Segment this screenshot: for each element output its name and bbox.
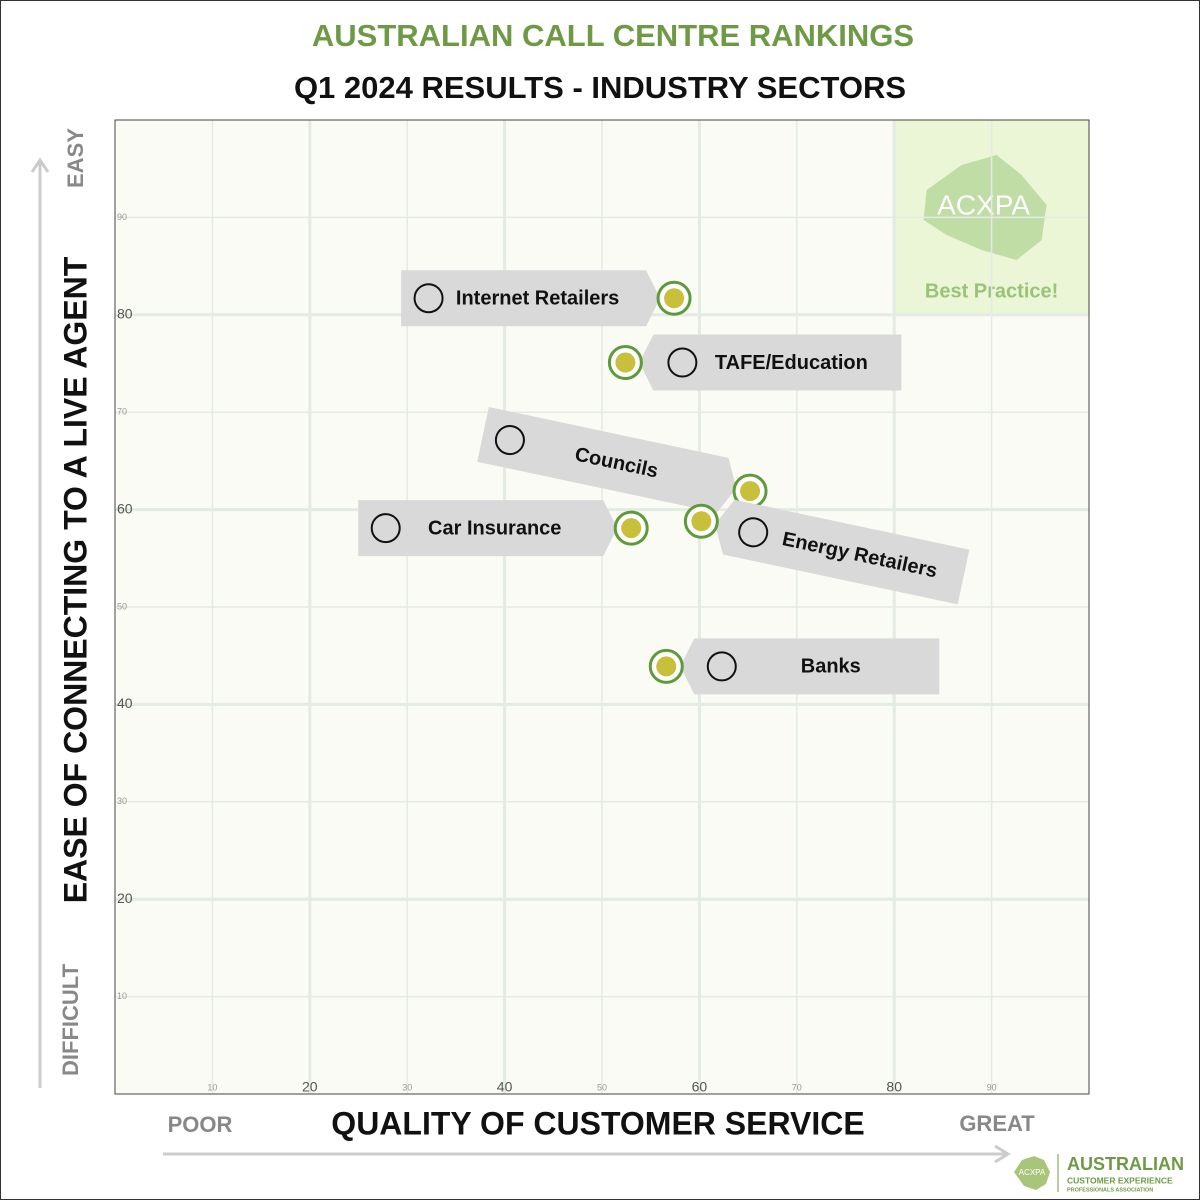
- point: [740, 481, 761, 502]
- logo-line: AUSTRALIAN: [1067, 1154, 1184, 1174]
- callout-box: [680, 638, 940, 695]
- callout: Councils: [477, 406, 737, 513]
- callout-icon: [706, 651, 737, 682]
- callout-icon: [738, 517, 769, 548]
- point-label: Internet Retailers: [456, 288, 619, 310]
- y-tick-label: 10: [117, 991, 127, 1001]
- callout-box: [715, 499, 970, 605]
- point-label: Car Insurance: [428, 517, 561, 539]
- logo: ACXPA AUSTRALIAN CUSTOMER EXPERIENCE PRO…: [1014, 1154, 1184, 1193]
- x-axis-label: QUALITY OF CUSTOMER SERVICE: [331, 1105, 864, 1141]
- callout-box: [401, 270, 661, 327]
- y-tick-label: 40: [117, 695, 133, 711]
- plot-border: [114, 119, 1090, 1095]
- x-tick-label: 80: [886, 1079, 902, 1095]
- callout-icon: [413, 283, 444, 314]
- y-low-label: DIFFICULT: [58, 963, 83, 1076]
- x-arrow-head: [994, 1144, 1011, 1164]
- logo-mark: ACXPA: [1019, 1168, 1046, 1177]
- callout: Car Insurance: [358, 500, 618, 557]
- y-tick-label: 30: [117, 796, 127, 806]
- y-tick-label: 50: [117, 601, 127, 611]
- callout: Banks: [680, 638, 940, 695]
- y-tick-label: 20: [117, 890, 133, 906]
- point-label: Banks: [801, 656, 861, 678]
- callout-icon: [494, 425, 525, 456]
- x-tick-label: 50: [597, 1082, 607, 1092]
- callout: Internet Retailers: [401, 270, 661, 327]
- callout-icon: [370, 513, 401, 544]
- callout-box: [477, 406, 737, 513]
- x-low-label: POOR: [168, 1112, 233, 1137]
- y-tick-label: 90: [117, 212, 127, 222]
- chart-title: AUSTRALIAN CALL CENTRE RANKINGS: [312, 18, 914, 53]
- watermark-mark: ACXPA: [937, 189, 1030, 220]
- y-axis-label: EASE OF CONNECTING TO A LIVE AGENT: [57, 256, 93, 903]
- logo-shape: [1014, 1156, 1050, 1190]
- x-high-label: GREAT: [959, 1111, 1035, 1136]
- y-high-label: EASY: [63, 128, 88, 188]
- logo-line: CUSTOMER EXPERIENCE: [1067, 1175, 1173, 1185]
- australia-watermark: [923, 155, 1047, 260]
- point: [615, 352, 636, 373]
- point: [664, 288, 685, 309]
- x-tick-label: 10: [207, 1082, 217, 1092]
- logo-line: PROFESSIONALS ASSOCIATION: [1067, 1187, 1153, 1193]
- chart-subtitle: Q1 2024 RESULTS - INDUSTRY SECTORS: [294, 70, 906, 105]
- point: [621, 518, 642, 539]
- x-tick-label: 30: [402, 1082, 412, 1092]
- callout-icon: [667, 347, 698, 378]
- point: [691, 511, 712, 532]
- x-tick-label: 60: [692, 1079, 708, 1095]
- point-label: TAFE/Education: [715, 352, 868, 374]
- x-tick-label: 90: [987, 1082, 997, 1092]
- callout-box: [639, 334, 902, 391]
- y-tick-label: 60: [117, 500, 133, 516]
- x-tick-label: 20: [302, 1079, 318, 1095]
- y-tick-label: 70: [117, 407, 127, 417]
- callout: TAFE/Education: [639, 334, 902, 391]
- point: [656, 656, 677, 677]
- callout-box: [358, 500, 618, 557]
- y-arrow-head: [30, 157, 50, 173]
- x-tick-label: 70: [792, 1082, 802, 1092]
- x-tick-label: 40: [497, 1079, 513, 1095]
- y-tick-label: 80: [117, 306, 133, 322]
